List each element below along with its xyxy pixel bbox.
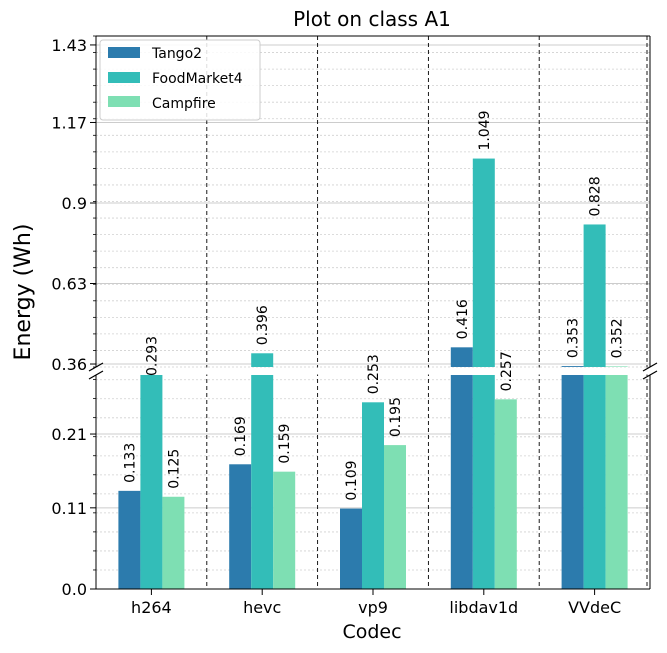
bar-value-label: 0.416 [455, 299, 471, 339]
axis-break-mark [642, 362, 658, 372]
bar-FoodMarket4-hevc [251, 375, 274, 589]
bar-value-label: 0.352 [610, 318, 626, 358]
bar-Campfire-VVdeC [605, 375, 628, 589]
y-tick-label: 0.11 [51, 499, 87, 518]
axis-break-gap-fill [95, 367, 651, 375]
bar-value-label: 0.109 [344, 460, 360, 500]
bar-value-label: 0.169 [233, 416, 249, 456]
bar-FoodMarket4-h264 [140, 375, 163, 589]
axis-break-gap [95, 367, 651, 375]
y-tick-label: 1.43 [51, 36, 87, 55]
gridlines [96, 35, 650, 590]
bar-value-label: 0.125 [166, 449, 182, 489]
axes: 0.0 0.11 0.21 0.36 0.63 0.9 1.17 1.43 h264 hevc vp… [51, 35, 658, 617]
bar-FoodMarket4-VVdeC [583, 375, 606, 589]
legend-swatch-2 [108, 96, 140, 107]
x-tick-label: VVdeC [568, 598, 621, 617]
bar-value-label: 0.257 [499, 351, 515, 391]
bar-value-label: 0.293 [144, 336, 160, 376]
y-tick-label: 0.63 [51, 275, 87, 294]
bar-FoodMarket4-libdav1d-upper [472, 158, 495, 367]
bars [118, 158, 628, 589]
bar-value-labels: 0.133 0.293 0.125 0.169 0.396 0.159 0.109 0.253… [122, 110, 625, 500]
axis-break-mark [88, 370, 104, 380]
bar-value-label: 0.253 [366, 354, 382, 394]
x-tick-label: vp9 [358, 598, 388, 617]
bar-value-label: 0.159 [277, 424, 293, 464]
bar-Tango2-libdav1d [450, 375, 473, 589]
legend-swatch-0 [108, 47, 140, 58]
legend: Tango2 FoodMarket4 Campfire [99, 39, 261, 121]
bar-Tango2-libdav1d-upper [450, 347, 473, 367]
bar-Campfire-h264 [162, 496, 185, 589]
chart-title: Plot on class A1 [293, 7, 451, 31]
bar-FoodMarket4-vp9 [362, 402, 384, 589]
axis-break-mark [642, 370, 658, 380]
bar-value-label: 0.195 [388, 397, 404, 437]
bar-FoodMarket4-VVdeC-upper [583, 224, 606, 367]
x-tick-label: hevc [243, 598, 281, 617]
bar-value-label: 1.049 [477, 110, 493, 150]
bar-Tango2-hevc [229, 464, 252, 589]
y-tick-label: 0.9 [62, 194, 87, 213]
category-separators [206, 36, 648, 589]
bar-Tango2-h264 [118, 490, 141, 589]
bar-Campfire-vp9 [384, 445, 406, 589]
bar-Tango2-VVdeC [561, 375, 584, 589]
y-tick-label: 1.17 [51, 113, 87, 132]
bar-Campfire-VVdeC-upper [605, 366, 628, 367]
legend-label-2: Campfire [152, 96, 216, 112]
x-tick-label: h264 [131, 598, 172, 617]
bar-value-label: 0.396 [255, 305, 271, 345]
x-tick-label: libdav1d [449, 598, 518, 617]
y-axis-label: Energy (Wh) [11, 224, 36, 361]
bar-Campfire-hevc [273, 471, 296, 589]
bar-value-label: 0.353 [566, 318, 582, 358]
legend-label-0: Tango2 [151, 46, 202, 62]
y-tick-label: 0.21 [51, 425, 87, 444]
bar-FoodMarket4-libdav1d [472, 375, 495, 589]
bar-value-label: 0.828 [588, 176, 604, 216]
bar-value-label: 0.133 [122, 443, 138, 483]
legend-label-1: FoodMarket4 [152, 71, 243, 87]
x-axis-label: Codec [342, 621, 401, 643]
y-tick-label: 0.36 [51, 355, 87, 374]
bar-Tango2-vp9 [340, 508, 362, 589]
legend-swatch-1 [108, 72, 140, 83]
y-tick-label: 0.0 [62, 580, 87, 599]
bar-Tango2-VVdeC-upper [561, 366, 584, 367]
bar-FoodMarket4-hevc-upper [251, 353, 274, 367]
bar-Campfire-libdav1d [494, 399, 517, 589]
